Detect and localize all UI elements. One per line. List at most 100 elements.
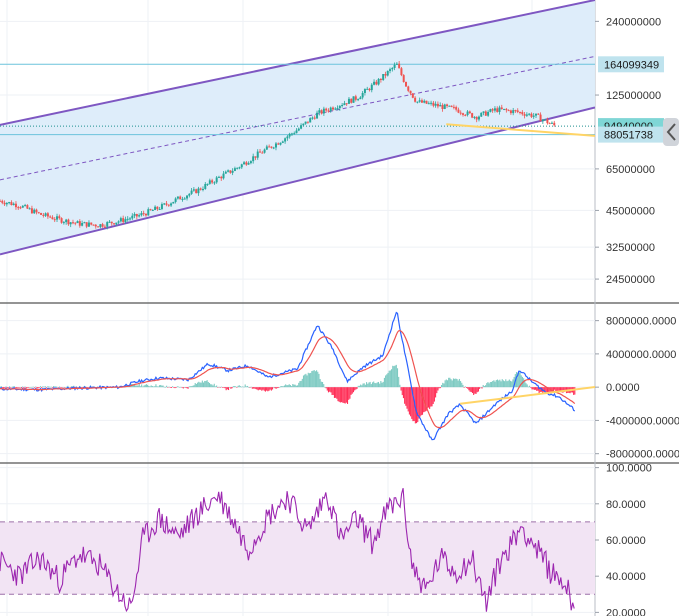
- candle-body[interactable]: [398, 63, 401, 69]
- candle-body[interactable]: [204, 184, 207, 189]
- candle-body[interactable]: [56, 216, 59, 220]
- candle-body[interactable]: [163, 203, 166, 205]
- candle-body[interactable]: [519, 111, 522, 113]
- candle-body[interactable]: [528, 113, 531, 115]
- candle-body[interactable]: [338, 105, 341, 109]
- macd-panel[interactable]: [0, 311, 674, 455]
- candle-body[interactable]: [243, 162, 246, 165]
- candle-body[interactable]: [272, 147, 275, 149]
- candle-body[interactable]: [270, 146, 273, 148]
- candle-body[interactable]: [183, 198, 186, 200]
- candle-body[interactable]: [293, 133, 296, 135]
- candle-body[interactable]: [252, 156, 255, 162]
- macd-plot[interactable]: [0, 311, 674, 455]
- candle-body[interactable]: [534, 113, 537, 116]
- candle-body[interactable]: [217, 176, 220, 178]
- candle-body[interactable]: [357, 99, 360, 101]
- candle-body[interactable]: [172, 201, 175, 204]
- candle-body[interactable]: [439, 105, 442, 107]
- candle-body[interactable]: [489, 109, 492, 112]
- candle-body[interactable]: [302, 123, 305, 126]
- price-axis[interactable]: 240000000 125000000 65000000 45000000 325000…: [595, 16, 679, 616]
- candle-body[interactable]: [407, 86, 410, 91]
- candle-body[interactable]: [548, 123, 551, 125]
- candle-body[interactable]: [341, 105, 344, 107]
- price-tag[interactable]: [598, 56, 664, 73]
- candle-body[interactable]: [373, 81, 376, 85]
- candle-body[interactable]: [170, 203, 173, 206]
- rsi-panel[interactable]: [0, 467, 595, 613]
- candle-body[interactable]: [446, 104, 449, 107]
- candle-body[interactable]: [151, 210, 154, 212]
- candle-body[interactable]: [347, 98, 350, 104]
- candle-body[interactable]: [135, 213, 138, 217]
- candle-body[interactable]: [42, 214, 45, 216]
- candle-body[interactable]: [238, 167, 241, 169]
- candle-body[interactable]: [231, 170, 234, 173]
- candle-body[interactable]: [418, 100, 421, 102]
- candle-body[interactable]: [354, 96, 357, 100]
- candle-body[interactable]: [99, 224, 102, 228]
- candle-body[interactable]: [377, 78, 380, 85]
- candle-body[interactable]: [69, 222, 72, 225]
- candle-body[interactable]: [537, 113, 540, 115]
- candle-body[interactable]: [395, 63, 398, 65]
- candle-body[interactable]: [496, 108, 499, 112]
- candle-body[interactable]: [498, 107, 501, 112]
- candle-body[interactable]: [179, 196, 182, 200]
- candle-body[interactable]: [500, 107, 503, 110]
- candle-body[interactable]: [126, 218, 129, 220]
- price-trendline[interactable]: [446, 123, 664, 141]
- candle-body[interactable]: [363, 89, 366, 93]
- candle-body[interactable]: [400, 68, 403, 76]
- candle-body[interactable]: [441, 105, 444, 109]
- candle-body[interactable]: [46, 213, 49, 217]
- candle-body[interactable]: [5, 202, 8, 205]
- candle-body[interactable]: [156, 206, 159, 210]
- candle-body[interactable]: [8, 202, 11, 204]
- candle-body[interactable]: [389, 69, 392, 71]
- candle-body[interactable]: [325, 108, 328, 111]
- candle-body[interactable]: [316, 112, 319, 119]
- candle-body[interactable]: [245, 162, 248, 165]
- candle-body[interactable]: [190, 190, 193, 194]
- candle-body[interactable]: [140, 213, 143, 216]
- candle-body[interactable]: [459, 112, 462, 114]
- channel-upper-line[interactable]: [0, 0, 595, 126]
- candle-body[interactable]: [113, 223, 116, 225]
- candle-body[interactable]: [76, 221, 79, 224]
- candle-body[interactable]: [430, 102, 433, 104]
- candle-body[interactable]: [466, 111, 469, 116]
- candle-body[interactable]: [546, 119, 549, 124]
- candle-body[interactable]: [366, 88, 369, 90]
- candle-body[interactable]: [236, 167, 239, 169]
- candle-body[interactable]: [393, 64, 396, 68]
- channel-lower-line[interactable]: [0, 106, 595, 256]
- candle-body[interactable]: [201, 188, 204, 190]
- candle-body[interactable]: [306, 121, 309, 123]
- candle-body[interactable]: [147, 209, 150, 216]
- candle-body[interactable]: [491, 109, 494, 111]
- candle-body[interactable]: [33, 209, 36, 214]
- candle-body[interactable]: [329, 107, 332, 111]
- candle-body[interactable]: [274, 143, 277, 148]
- candle-body[interactable]: [51, 217, 54, 220]
- candle-body[interactable]: [124, 219, 127, 222]
- candle-body[interactable]: [475, 116, 478, 120]
- candle-body[interactable]: [382, 74, 385, 81]
- candle-body[interactable]: [53, 219, 56, 221]
- candle-body[interactable]: [532, 115, 535, 117]
- candle-body[interactable]: [35, 209, 38, 213]
- candle-body[interactable]: [391, 67, 394, 70]
- candle-body[interactable]: [311, 117, 314, 119]
- candle-body[interactable]: [423, 100, 426, 103]
- candle-body[interactable]: [199, 188, 202, 190]
- candle-body[interactable]: [208, 180, 211, 184]
- candle-body[interactable]: [336, 108, 339, 110]
- candle-body[interactable]: [462, 113, 465, 115]
- candle-body[interactable]: [414, 97, 417, 102]
- candle-body[interactable]: [379, 78, 382, 81]
- candle-body[interactable]: [92, 224, 95, 226]
- candle-body[interactable]: [24, 205, 27, 207]
- candle-body[interactable]: [290, 133, 293, 135]
